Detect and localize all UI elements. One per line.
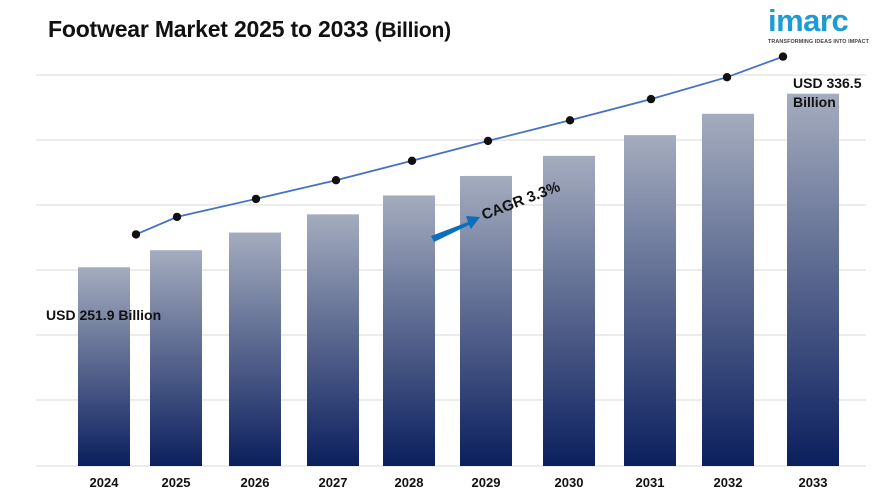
x-tick-2024: 2024 xyxy=(90,475,120,490)
trend-markers xyxy=(131,52,788,239)
cagr-arrow-icon xyxy=(431,216,480,242)
x-tick-2030: 2030 xyxy=(555,475,584,490)
marker-2026 xyxy=(251,194,261,204)
end-value-label-line1: USD 336.5 xyxy=(793,75,862,91)
x-axis-ticks: 2024 2025 2026 2027 2028 2029 2030 2031 2032 2033 xyxy=(90,475,828,490)
x-tick-2032: 2032 xyxy=(714,475,743,490)
x-tick-2026: 2026 xyxy=(241,475,270,490)
bar-2030 xyxy=(543,155,595,466)
marker-2027 xyxy=(331,176,341,185)
x-tick-2031: 2031 xyxy=(636,475,665,490)
bar-2024 xyxy=(78,267,130,466)
marker-2028 xyxy=(407,156,417,165)
bar-series xyxy=(78,93,839,467)
x-tick-2029: 2029 xyxy=(472,475,501,490)
marker-2033 xyxy=(778,52,788,61)
logo-tagline: TRANSFORMING IDEAS INTO IMPACT xyxy=(768,39,870,45)
bar-2027 xyxy=(307,214,359,466)
bar-2032 xyxy=(702,113,754,467)
marker-2025 xyxy=(172,212,182,222)
bar-2031 xyxy=(624,135,676,466)
start-value-label: USD 251.9 Billion xyxy=(46,307,161,323)
x-tick-2025: 2025 xyxy=(162,475,191,490)
marker-2030 xyxy=(565,116,575,125)
chart-title: Footwear Market 2025 to 2033 (Billion) xyxy=(48,16,451,43)
imarc-logo: imarc TRANSFORMING IDEAS INTO IMPACT xyxy=(766,3,870,50)
bar-2028 xyxy=(383,195,435,466)
chart-title-unit: (Billion) xyxy=(374,19,452,42)
bar-2026 xyxy=(229,232,281,466)
end-value-label-line2: Billion xyxy=(793,94,836,110)
marker-2032 xyxy=(722,73,732,82)
marker-2031 xyxy=(646,94,656,104)
bar-2033 xyxy=(787,93,839,466)
logo-wordmark: imarc xyxy=(768,3,849,38)
bar-2025 xyxy=(150,250,202,466)
marker-2029 xyxy=(483,136,493,146)
chart-title-main: Footwear Market 2025 to 2033 xyxy=(48,16,369,42)
marker-2024 xyxy=(131,230,141,239)
x-tick-2033: 2033 xyxy=(799,475,828,490)
trend-line xyxy=(135,55,784,236)
x-tick-2027: 2027 xyxy=(319,475,348,490)
x-tick-2028: 2028 xyxy=(395,475,424,490)
